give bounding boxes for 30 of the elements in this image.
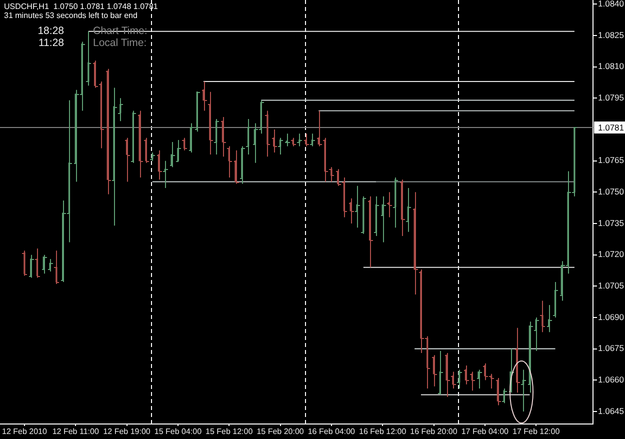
y-tick-label: 1.0675 bbox=[598, 343, 624, 354]
x-tick-label: 16 Feb 12:00 bbox=[359, 427, 407, 436]
ref-line-label: 1.0781 bbox=[598, 122, 624, 132]
y-tick-label: 1.0825 bbox=[598, 30, 624, 40]
y-tick-label: 1.0795 bbox=[598, 92, 624, 103]
y-tick-label: 1.0690 bbox=[598, 312, 624, 322]
y-tick-label: 1.0735 bbox=[598, 218, 624, 228]
x-tick-label: 15 Feb 12:00 bbox=[206, 427, 254, 436]
y-tick-label: 1.0660 bbox=[598, 374, 624, 384]
y-tick-label: 1.0840 bbox=[598, 0, 624, 9]
annotation: Local Time: bbox=[93, 37, 147, 49]
x-tick-label: 12 Feb 19:00 bbox=[103, 427, 151, 436]
x-tick-label: 17 Feb 04:00 bbox=[461, 427, 510, 436]
annotation: 18:28 bbox=[38, 25, 64, 37]
y-tick-label: 1.0750 bbox=[598, 186, 624, 196]
x-tick-label: 12 Feb 11:00 bbox=[52, 427, 100, 436]
x-tick-label: 12 Feb 2010 bbox=[2, 427, 48, 436]
y-tick-label: 1.0705 bbox=[598, 280, 624, 290]
y-tick-label: 1.0645 bbox=[598, 406, 624, 416]
chart-title: USDCHF,H1 1.0750 1.0781 1.0748 1.0781 bbox=[4, 2, 158, 11]
text: 31 minutes 53 seconds left to bar end bbox=[4, 11, 138, 20]
y-tick-label: 1.0765 bbox=[598, 155, 624, 166]
x-tick-label: 17 Feb 12:00 bbox=[512, 427, 560, 436]
annotation: 11:28 bbox=[38, 37, 64, 49]
x-tick-label: 16 Feb 20:00 bbox=[410, 427, 458, 436]
y-tick-label: 1.0810 bbox=[598, 61, 624, 72]
x-tick-label: 16 Feb 04:00 bbox=[308, 427, 356, 436]
y-tick-label: 1.0720 bbox=[598, 249, 624, 260]
x-tick-label: 15 Feb 04:00 bbox=[154, 427, 202, 436]
x-tick-label: 15 Feb 20:00 bbox=[256, 427, 304, 436]
